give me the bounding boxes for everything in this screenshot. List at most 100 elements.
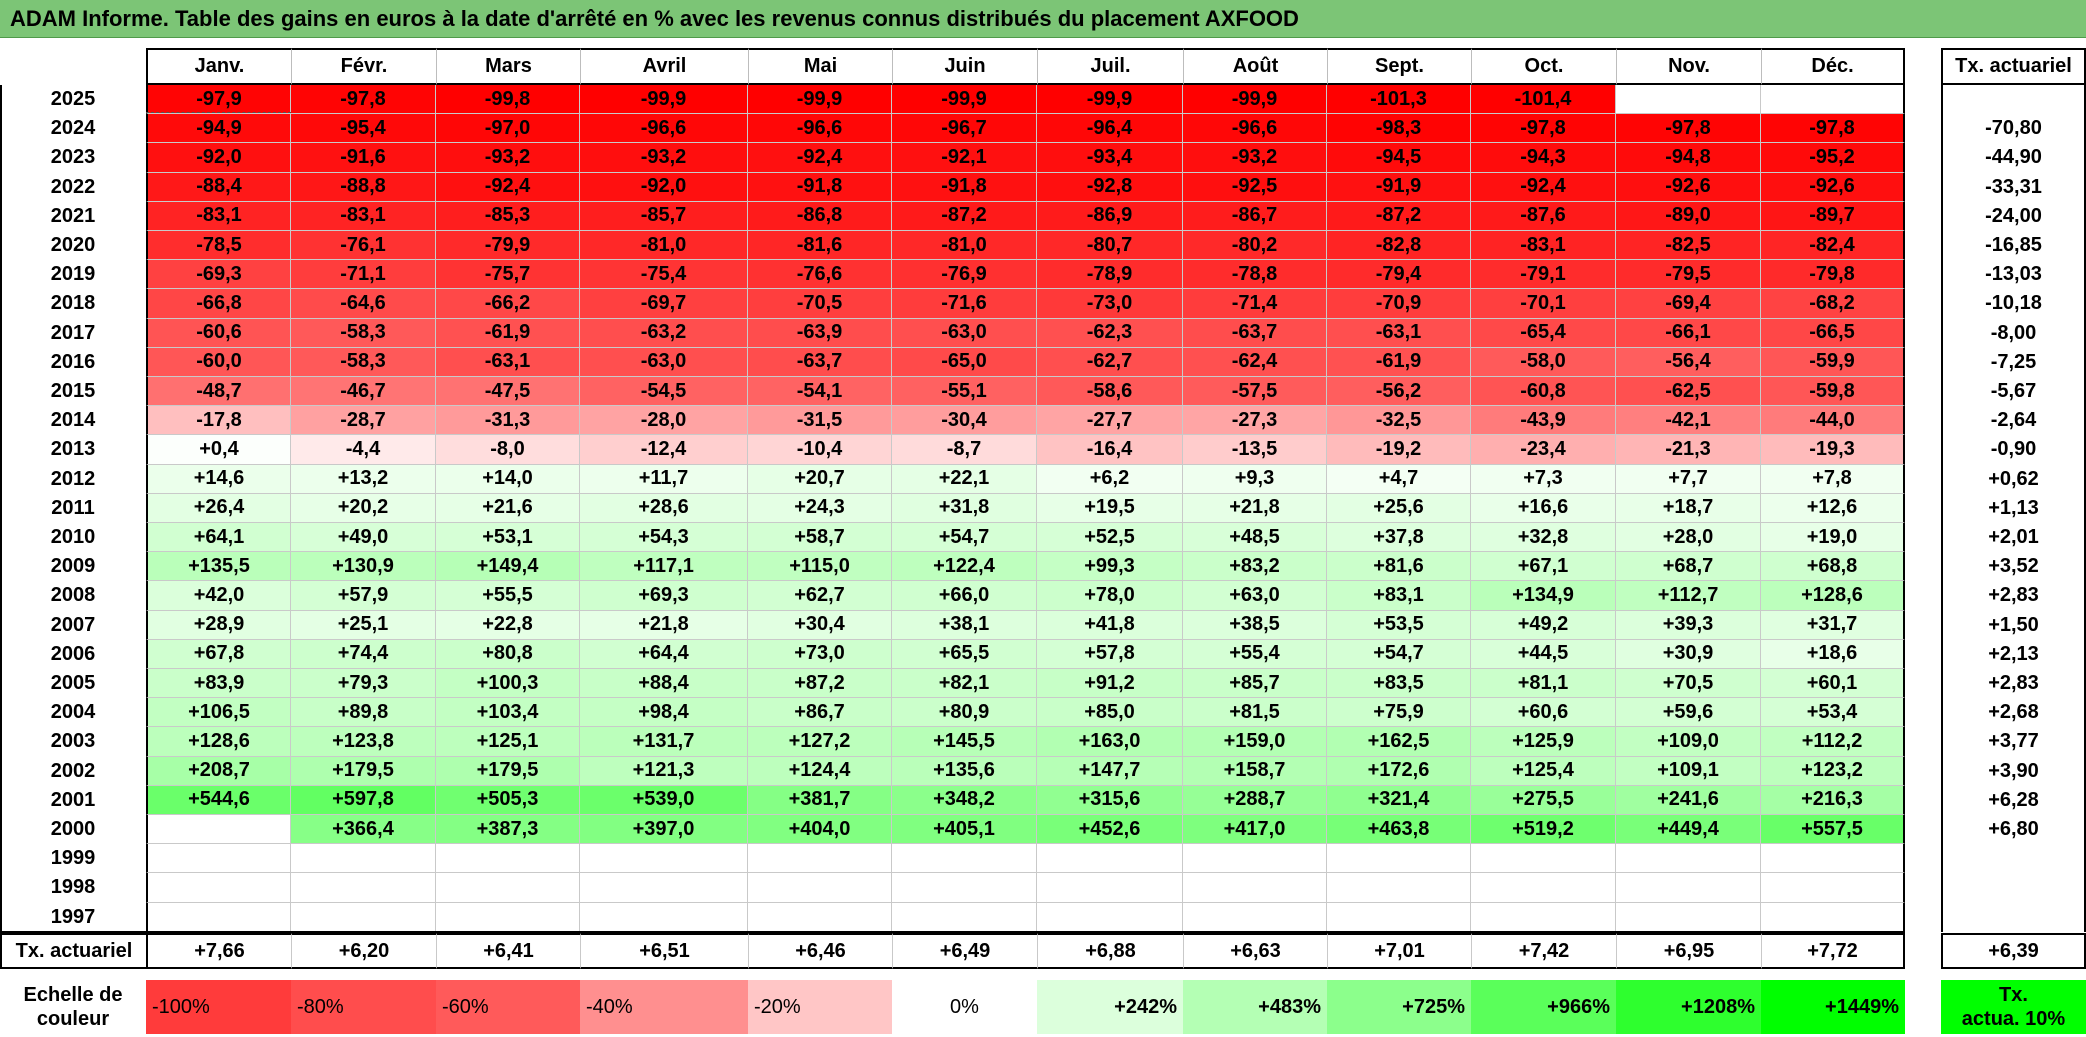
footer-rate-cell: +7,01 bbox=[1327, 933, 1471, 969]
data-cell: +28,6 bbox=[580, 493, 748, 523]
data-cell: +112,7 bbox=[1616, 581, 1761, 611]
rate-cell: +6,80 bbox=[1941, 815, 2086, 845]
rate-cell: +1,13 bbox=[1941, 493, 2086, 523]
data-cell: +125,4 bbox=[1471, 756, 1616, 786]
data-cell: +73,0 bbox=[748, 639, 892, 669]
legend-swatch: -60% bbox=[436, 980, 580, 1034]
footer-rate-cell: +6,95 bbox=[1616, 933, 1761, 969]
rate-cell: +6,28 bbox=[1941, 785, 2086, 815]
data-cell: -27,3 bbox=[1183, 406, 1327, 436]
data-cell: -63,7 bbox=[1183, 318, 1327, 348]
data-cell: -60,0 bbox=[146, 347, 291, 377]
month-header: Mai bbox=[748, 48, 892, 85]
data-cell: -65,0 bbox=[892, 347, 1037, 377]
data-cell: -71,6 bbox=[892, 289, 1037, 319]
data-cell: +38,1 bbox=[892, 610, 1037, 640]
data-cell: +112,2 bbox=[1761, 727, 1905, 757]
rate-cell: -16,85 bbox=[1941, 231, 2086, 261]
data-cell bbox=[1327, 902, 1471, 932]
data-cell: -82,5 bbox=[1616, 231, 1761, 261]
data-cell: -79,1 bbox=[1471, 260, 1616, 290]
data-cell: -13,5 bbox=[1183, 435, 1327, 465]
data-cell: +208,7 bbox=[146, 756, 291, 786]
data-cell: -61,9 bbox=[436, 318, 580, 348]
footer-rate-cell: +6,51 bbox=[580, 933, 748, 969]
data-cell: +6,2 bbox=[1037, 464, 1183, 494]
data-cell bbox=[892, 844, 1037, 874]
data-cell bbox=[1327, 873, 1471, 903]
data-cell: +41,8 bbox=[1037, 610, 1183, 640]
rate-cell: +2,13 bbox=[1941, 639, 2086, 669]
rate-cell: -5,67 bbox=[1941, 377, 2086, 407]
month-header: Juil. bbox=[1037, 48, 1183, 85]
data-cell: +54,7 bbox=[892, 523, 1037, 553]
data-cell bbox=[436, 844, 580, 874]
data-cell: -54,1 bbox=[748, 377, 892, 407]
data-cell: +417,0 bbox=[1183, 815, 1327, 845]
data-cell bbox=[748, 844, 892, 874]
data-cell: +69,3 bbox=[580, 581, 748, 611]
data-cell: -99,9 bbox=[892, 85, 1037, 115]
data-cell: +26,4 bbox=[146, 493, 291, 523]
rate-cell: -0,90 bbox=[1941, 435, 2086, 465]
data-cell: -30,4 bbox=[892, 406, 1037, 436]
data-cell: -99,8 bbox=[436, 85, 580, 115]
data-cell: -76,9 bbox=[892, 260, 1037, 290]
data-cell: -63,0 bbox=[580, 347, 748, 377]
data-cell: +31,8 bbox=[892, 493, 1037, 523]
data-cell: -27,7 bbox=[1037, 406, 1183, 436]
rate-cell: +3,90 bbox=[1941, 756, 2086, 786]
data-cell: +66,0 bbox=[892, 581, 1037, 611]
data-cell: +122,4 bbox=[892, 552, 1037, 582]
legend-swatch: -20% bbox=[748, 980, 892, 1034]
data-cell: +68,8 bbox=[1761, 552, 1905, 582]
data-cell: +25,6 bbox=[1327, 493, 1471, 523]
data-cell bbox=[892, 902, 1037, 932]
data-cell: +7,7 bbox=[1616, 464, 1761, 494]
data-cell: +288,7 bbox=[1183, 785, 1327, 815]
data-cell: +381,7 bbox=[748, 785, 892, 815]
data-cell: -91,8 bbox=[892, 172, 1037, 202]
data-cell: +12,6 bbox=[1761, 493, 1905, 523]
data-cell: +22,8 bbox=[436, 610, 580, 640]
data-cell: -58,3 bbox=[291, 347, 436, 377]
year-label: 2024 bbox=[50, 117, 96, 140]
data-cell: +7,8 bbox=[1761, 464, 1905, 494]
data-cell: +49,0 bbox=[291, 523, 436, 553]
data-cell: +147,7 bbox=[1037, 756, 1183, 786]
data-cell: +30,4 bbox=[748, 610, 892, 640]
data-cell: -12,4 bbox=[580, 435, 748, 465]
data-cell bbox=[1616, 844, 1761, 874]
data-cell: -94,5 bbox=[1327, 143, 1471, 173]
data-cell: -92,4 bbox=[1471, 172, 1616, 202]
data-cell: +67,8 bbox=[146, 639, 291, 669]
data-cell: +55,5 bbox=[436, 581, 580, 611]
year-label: 2015 bbox=[50, 380, 96, 403]
footer-rate-total: +6,39 bbox=[1941, 933, 2086, 969]
data-cell: +83,2 bbox=[1183, 552, 1327, 582]
data-cell: -32,5 bbox=[1327, 406, 1471, 436]
data-cell: +179,5 bbox=[291, 756, 436, 786]
data-cell: -95,4 bbox=[291, 114, 436, 144]
data-cell: +39,3 bbox=[1616, 610, 1761, 640]
data-cell: -91,6 bbox=[291, 143, 436, 173]
year-label: 2016 bbox=[50, 350, 96, 373]
month-header: Mars bbox=[436, 48, 580, 85]
data-cell: +57,9 bbox=[291, 581, 436, 611]
data-cell: +216,3 bbox=[1761, 785, 1905, 815]
data-cell: -58,6 bbox=[1037, 377, 1183, 407]
data-cell: +78,0 bbox=[1037, 581, 1183, 611]
data-cell: +60,6 bbox=[1471, 698, 1616, 728]
data-cell: -17,8 bbox=[146, 406, 291, 436]
data-cell: -63,1 bbox=[436, 347, 580, 377]
data-cell: -76,6 bbox=[748, 260, 892, 290]
data-cell: -57,5 bbox=[1183, 377, 1327, 407]
data-cell bbox=[146, 902, 291, 932]
rate-cell bbox=[1941, 844, 2086, 874]
data-cell bbox=[1037, 844, 1183, 874]
data-cell: -86,9 bbox=[1037, 201, 1183, 231]
data-cell: +123,8 bbox=[291, 727, 436, 757]
current-cell-marker bbox=[146, 112, 291, 114]
data-cell: +128,6 bbox=[1761, 581, 1905, 611]
data-cell: -62,7 bbox=[1037, 347, 1183, 377]
